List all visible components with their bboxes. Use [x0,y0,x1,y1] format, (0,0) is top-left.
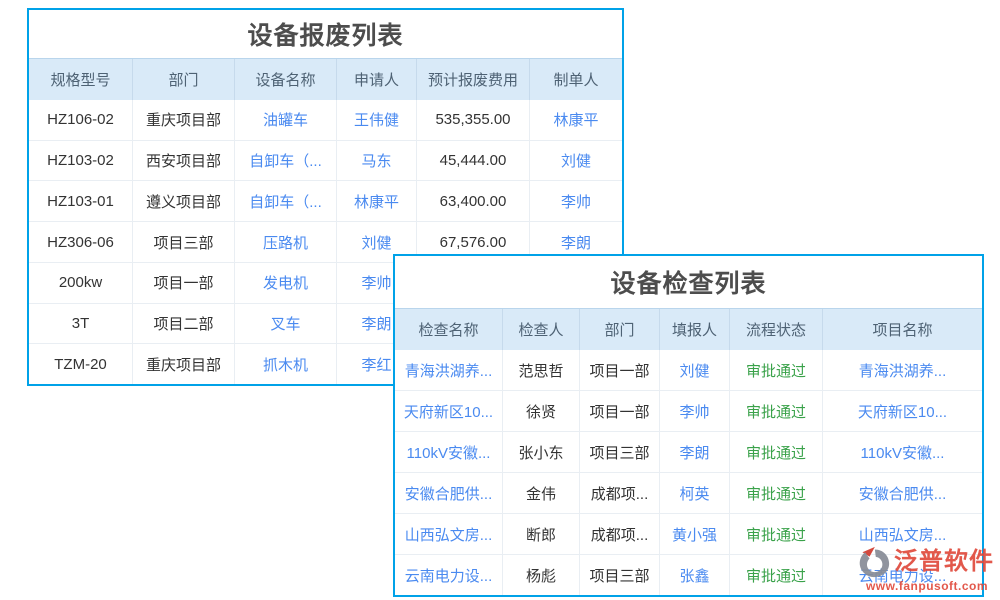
cell-text: 徐贤 [503,391,580,431]
cell-text: 项目二部 [133,303,235,344]
cell-text: 西安项目部 [133,140,235,181]
cell-link[interactable]: 抓木机 [235,344,337,385]
cell-link[interactable]: 天府新区10... [395,391,503,431]
cell-text: 范思哲 [503,350,580,390]
column-header: 流程状态 [730,309,823,350]
cell-text: 项目三部 [580,555,660,595]
cell-link[interactable]: 张鑫 [660,555,730,595]
table-header-row: 规格型号 部门 设备名称 申请人 预计报废费用 制单人 [29,58,622,100]
watermark: 泛普软件 www.fanpusoft.com [856,546,998,593]
cell-text: HZ306-06 [29,222,133,262]
table-row: 山西弘文房... 断郎 成都项... 黄小强 审批通过 山西弘文房... [395,514,982,555]
table-row: HZ106-02 重庆项目部 油罐车 王伟健 535,355.00 林康平 [29,100,622,141]
cell-text: HZ106-02 [29,100,133,140]
cell-link[interactable]: 柯英 [660,473,730,513]
table-row: 安徽合肥供... 金伟 成都项... 柯英 审批通过 安徽合肥供... [395,473,982,514]
cell-text: HZ103-01 [29,181,133,222]
column-header: 申请人 [337,59,417,100]
column-header: 制单人 [553,72,599,89]
cell-link[interactable]: 青海洪湖养... [858,362,947,380]
cell-text: 项目一部 [133,262,235,303]
table-row: 青海洪湖养... 范思哲 项目一部 刘健 审批通过 青海洪湖养... [395,350,982,391]
status-badge: 审批通过 [730,432,823,472]
watermark-brand-text: 泛普软件 [894,548,994,575]
cell-link[interactable]: 李朗 [560,234,591,252]
cell-link[interactable]: 林康平 [553,112,599,130]
watermark-url-text: www.fanpusoft.com [865,579,989,593]
cell-text: 项目三部 [580,432,660,472]
column-header: 规格型号 [29,59,133,100]
table-row: HZ103-01 遵义项目部 自卸车（... 林康平 63,400.00 李帅 [29,181,622,223]
fanpu-logo-icon [856,546,892,578]
cell-link[interactable]: 110kV安徽... [860,444,945,462]
status-badge: 审批通过 [730,473,823,513]
column-header: 检查名称 [395,309,503,350]
cell-link[interactable]: 自卸车（... [235,140,337,181]
inspection-list-title: 设备检查列表 [610,270,767,298]
column-header: 预计报废费用 [417,59,530,100]
cell-text: 3T [29,303,133,344]
cell-text: 200kw [29,262,133,303]
table-body: 青海洪湖养... 范思哲 项目一部 刘健 审批通过 青海洪湖养... 天府新区10... 徐贤… [395,350,982,595]
cell-link[interactable]: 自卸车（... [235,181,337,222]
cell-text: 断郎 [503,514,580,554]
cell-text: 535,355.00 [417,100,530,140]
cell-link[interactable]: 王伟健 [337,100,417,140]
cell-link[interactable]: 黄小强 [660,514,730,554]
cell-link[interactable]: 青海洪湖养... [395,350,503,390]
table-row: 110kV安徽... 张小东 项目三部 李朗 审批通过 110kV安徽... [395,432,982,473]
cell-text: 项目一部 [580,391,660,431]
column-header: 部门 [580,309,660,350]
status-badge: 审批通过 [730,514,823,554]
cell-link[interactable]: 发电机 [235,262,337,303]
cell-text: 项目一部 [580,350,660,390]
table-row: 云南电力设... 杨彪 项目三部 张鑫 审批通过 云南电力设... [395,555,982,595]
column-header: 项目名称 [872,322,933,339]
cell-link[interactable]: 安徽合肥供... [395,473,503,513]
cell-link[interactable]: 马东 [337,140,417,181]
cell-link[interactable]: 110kV安徽... [395,432,503,472]
cell-text: TZM-20 [29,344,133,385]
cell-link[interactable]: 刘健 [660,350,730,390]
status-badge: 审批通过 [730,350,823,390]
cell-link[interactable]: 刘健 [560,153,591,171]
table-row: 天府新区10... 徐贤 项目一部 李帅 审批通过 天府新区10... [395,391,982,432]
column-header: 设备名称 [235,59,337,100]
column-header: 填报人 [660,309,730,350]
cell-link[interactable]: 叉车 [235,303,337,344]
cell-text: 金伟 [503,473,580,513]
cell-link[interactable]: 刘健 [337,222,417,262]
cell-text: 成都项... [580,473,660,513]
status-badge: 审批通过 [730,391,823,431]
scrap-list-title: 设备报废列表 [247,22,404,50]
cell-link[interactable]: 安徽合肥供... [858,485,947,503]
cell-link[interactable]: 天府新区10... [857,403,948,421]
cell-link[interactable]: 压路机 [235,222,337,262]
cell-text: HZ103-02 [29,140,133,181]
table-header-row: 检查名称 检查人 部门 填报人 流程状态 项目名称 [395,308,982,350]
cell-link[interactable]: 林康平 [337,181,417,222]
cell-text: 杨彪 [503,555,580,595]
cell-link[interactable]: 云南电力设... [395,555,503,595]
cell-link[interactable]: 李帅 [660,391,730,431]
cell-link[interactable]: 山西弘文房... [858,526,947,544]
cell-text: 45,444.00 [417,140,530,181]
cell-link[interactable]: 油罐车 [235,100,337,140]
cell-text: 重庆项目部 [133,100,235,140]
cell-text: 63,400.00 [417,181,530,222]
status-badge: 审批通过 [730,555,823,595]
cell-text: 张小东 [503,432,580,472]
cell-text: 成都项... [580,514,660,554]
cell-text: 67,576.00 [417,222,530,262]
cell-text: 项目三部 [133,222,235,262]
column-header: 检查人 [503,309,580,350]
cell-link[interactable]: 山西弘文房... [395,514,503,554]
cell-link[interactable]: 李帅 [560,193,591,211]
table-row: HZ103-02 西安项目部 自卸车（... 马东 45,444.00 刘健 [29,140,622,182]
cell-text: 重庆项目部 [133,344,235,385]
cell-link[interactable]: 李朗 [660,432,730,472]
cell-text: 遵义项目部 [133,181,235,222]
column-header: 部门 [133,59,235,100]
inspection-list-panel: 设备检查列表 检查名称 检查人 部门 填报人 流程状态 项目名称 青海洪湖养... 范思哲项… [393,254,984,597]
